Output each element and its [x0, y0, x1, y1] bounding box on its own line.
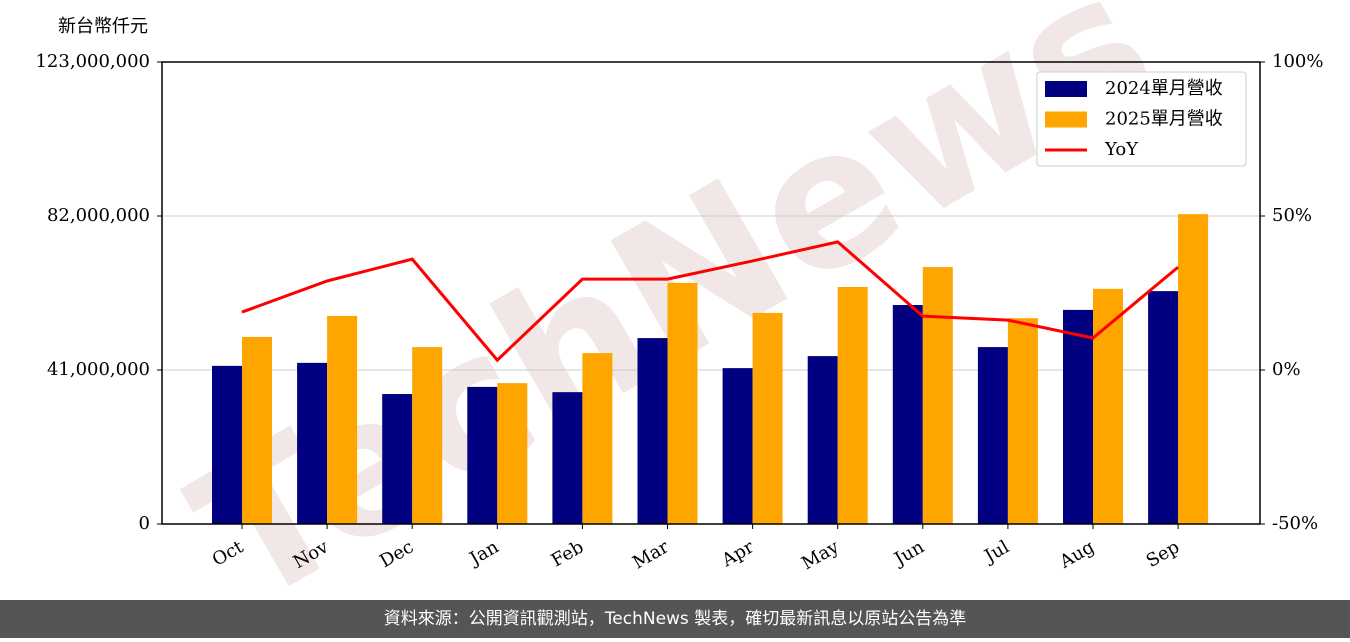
- bar: [497, 383, 528, 524]
- x-tick-label: Apr: [718, 536, 758, 571]
- x-tick-label: Aug: [1055, 536, 1098, 573]
- bar: [382, 394, 413, 524]
- bar: [412, 347, 443, 524]
- y-tick-label: 82,000,000: [47, 205, 150, 226]
- x-tick-label: Mar: [629, 536, 673, 573]
- y-tick-label: 0: [139, 513, 150, 534]
- bar: [892, 305, 923, 524]
- bar: [807, 356, 838, 524]
- yoy-line: [241, 240, 1180, 363]
- bar: [752, 312, 783, 524]
- bar: [297, 362, 328, 524]
- y2-tick-label: 100%: [1272, 51, 1323, 72]
- bar: [1178, 214, 1209, 524]
- y-tick-label: 41,000,000: [47, 359, 150, 380]
- y2-tick-label: -50%: [1272, 513, 1318, 534]
- bar: [977, 347, 1008, 524]
- x-tick-label: Feb: [548, 536, 588, 571]
- bar: [922, 267, 953, 524]
- bar: [667, 282, 698, 524]
- x-tick-label: Sep: [1143, 536, 1183, 571]
- legend-swatch: [1045, 81, 1087, 97]
- legend-label: YoY: [1104, 139, 1139, 160]
- legend: 2024單月營收 2025單月營收 YoY: [1036, 71, 1247, 167]
- bar: [722, 368, 753, 524]
- bar: [1148, 291, 1179, 524]
- bar: [212, 365, 242, 524]
- bar: [467, 386, 498, 524]
- x-tick-label: Jun: [889, 536, 928, 571]
- bar: [1007, 318, 1038, 524]
- bar: [327, 315, 358, 524]
- legend-label: 2025單月營收: [1105, 109, 1223, 130]
- y2-tick-label: 50%: [1272, 205, 1312, 226]
- bar: [837, 286, 868, 524]
- x-tick-label: Jan: [464, 536, 502, 570]
- footer-bar: [0, 600, 1350, 638]
- bar: [1093, 288, 1123, 524]
- bar: [637, 338, 668, 524]
- y-tick-label: 123,000,000: [35, 51, 150, 72]
- plot-frame: [161, 61, 1261, 525]
- bar: [552, 392, 583, 524]
- bar: [242, 336, 272, 524]
- unit-label: 新台幣仟元: [58, 16, 148, 37]
- footer: 資料來源：公開資訊觀測站，TechNews 製表，確切最新訊息以原站公告為準: [384, 609, 966, 629]
- bar: [582, 353, 613, 524]
- y2-tick-label: 0%: [1272, 359, 1301, 380]
- x-tick-label: Jul: [979, 536, 1013, 568]
- legend-swatch: [1045, 111, 1087, 128]
- x-tick-label: May: [798, 536, 843, 574]
- legend-label: 2024單月營收: [1105, 78, 1223, 99]
- bar: [1063, 309, 1093, 524]
- legend-box: [1036, 71, 1247, 167]
